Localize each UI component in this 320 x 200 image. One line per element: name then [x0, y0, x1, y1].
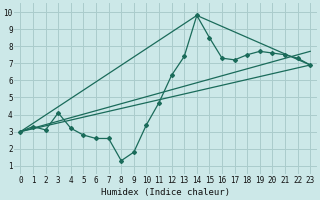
X-axis label: Humidex (Indice chaleur): Humidex (Indice chaleur) [101, 188, 230, 197]
